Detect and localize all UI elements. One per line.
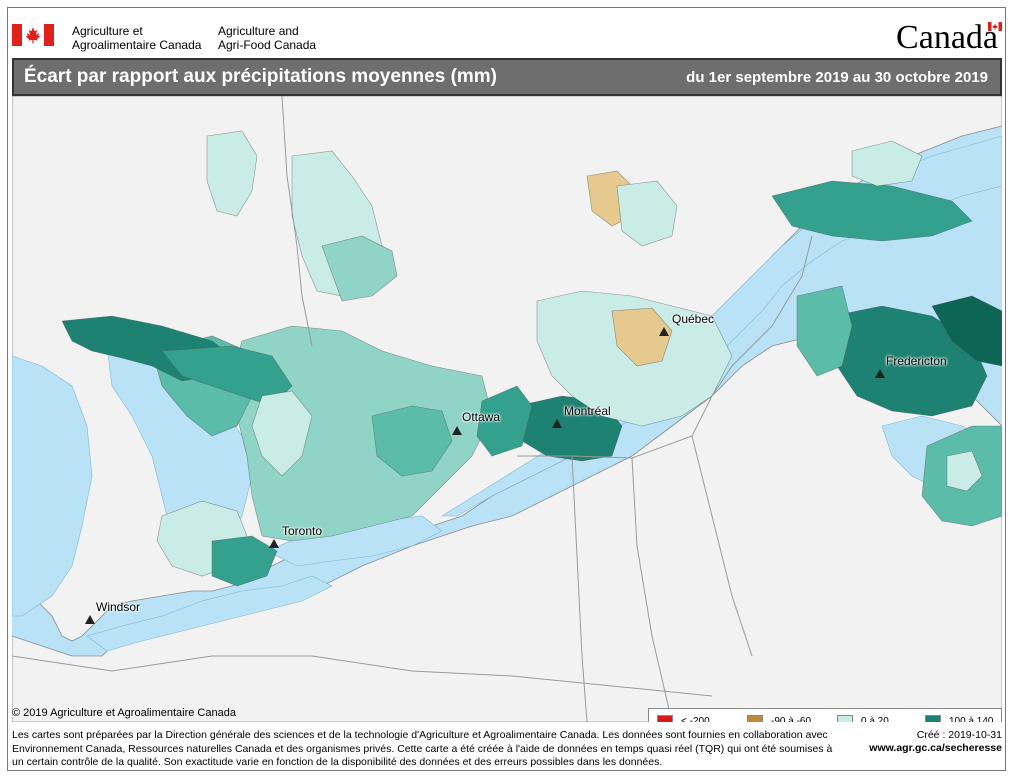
department-name-fr: Agriculture et Agroalimentaire Canada (72, 24, 201, 52)
canada-flag-icon (12, 24, 54, 46)
zone-neg20-0-nova-scotia (946, 450, 983, 492)
map-period: du 1er septembre 2019 au 30 octobre 2019 (686, 69, 988, 86)
legend-label: 100 à 140 (949, 716, 994, 722)
border-us-states (571, 455, 588, 722)
dept-fr-line1: Agriculture et (72, 24, 143, 38)
legend-swatch (747, 715, 763, 722)
city-label-montreal: Montréal (564, 404, 611, 418)
department-name-en: Agriculture and Agri-Food Canada (218, 24, 316, 52)
lake-michigan (12, 355, 93, 617)
zone-0-20-north (321, 235, 398, 302)
zone-0-20-southern-ontario (231, 325, 493, 542)
precipitation-map: Québec Fredericton Ottawa Montréal Toron… (12, 96, 1002, 722)
legend-label: < -200 (681, 716, 710, 722)
border-us-states-3 (691, 435, 753, 657)
city-marker-québec (659, 327, 669, 336)
borders-layer (12, 96, 813, 722)
map-title: Écart par rapport aux précipitations moy… (24, 66, 498, 87)
zone-40-65-niagara (211, 535, 278, 587)
anomaly-layer (61, 130, 1002, 587)
footer-note: Les cartes sont préparées par la Directi… (12, 729, 833, 768)
legend-label: -90 à -60 (771, 716, 812, 722)
dept-fr-line2: Agroalimentaire Canada (72, 38, 202, 52)
wordmark-text: Canada (896, 19, 998, 56)
lake-erie (86, 575, 333, 652)
city-markers (85, 327, 885, 624)
zone-neg20-0-gaspe (851, 140, 923, 187)
legend-swatch (657, 715, 673, 722)
city-label-toronto: Toronto (282, 524, 323, 538)
city-marker-ottawa (452, 426, 462, 435)
map-canvas (12, 96, 1002, 722)
border-nb-qc (771, 235, 813, 327)
dept-en-line2: Agri-Food Canada (218, 38, 317, 52)
city-label-windsor: Windsor (96, 600, 141, 614)
zone-neg20-0-nipigon (206, 130, 258, 217)
dept-en-line1: Agriculture and (218, 24, 299, 38)
zone-40-65-montreal-ring (476, 385, 533, 457)
legend-swatch (925, 715, 941, 722)
zone-neg20-0-saguenay (616, 180, 678, 247)
border-on-qc (281, 96, 313, 347)
wordmark-flag-icon (988, 22, 1002, 31)
city-marker-windsor (85, 615, 95, 624)
legend-swatch (837, 715, 853, 722)
border-us-south (12, 655, 713, 697)
zone-20-40-newbrunswick (796, 285, 853, 377)
city-marker-toronto (269, 539, 279, 548)
zone-140-180-nb-east (931, 295, 1002, 367)
legend: < -200-200 à -160-160 à -125-125 à -90-9… (648, 708, 1002, 722)
city-marker-montréal (552, 419, 562, 428)
city-label-fredericton: Fredericton (886, 354, 947, 368)
city-marker-fredericton (875, 369, 885, 378)
canada-wordmark: Canada (896, 19, 1002, 56)
website-link[interactable]: www.agr.gc.ca/secheresse (869, 742, 1002, 754)
city-label-ottawa: Ottawa (462, 410, 501, 424)
zone-20-40-east-ontario (371, 405, 453, 477)
header: Agriculture et Agroalimentaire Canada Ag… (12, 19, 1002, 58)
zone-neg20-0-georgian (251, 390, 313, 477)
copyright: © 2019 Agriculture et Agroalimentaire Ca… (12, 707, 236, 719)
border-us-states-2 (631, 457, 673, 722)
zone-neg60-40-quebec-city (611, 307, 673, 367)
title-bar: Écart par rapport aux précipitations moy… (12, 58, 1002, 96)
created-date: Créé : 2019-10-31 (916, 729, 1002, 741)
footer: Les cartes sont préparées par la Directi… (12, 729, 1002, 771)
zone-40-65-gaspe (771, 180, 973, 242)
legend-label: 0 à 20 (861, 716, 889, 722)
city-label-quebec: Québec (672, 312, 715, 326)
